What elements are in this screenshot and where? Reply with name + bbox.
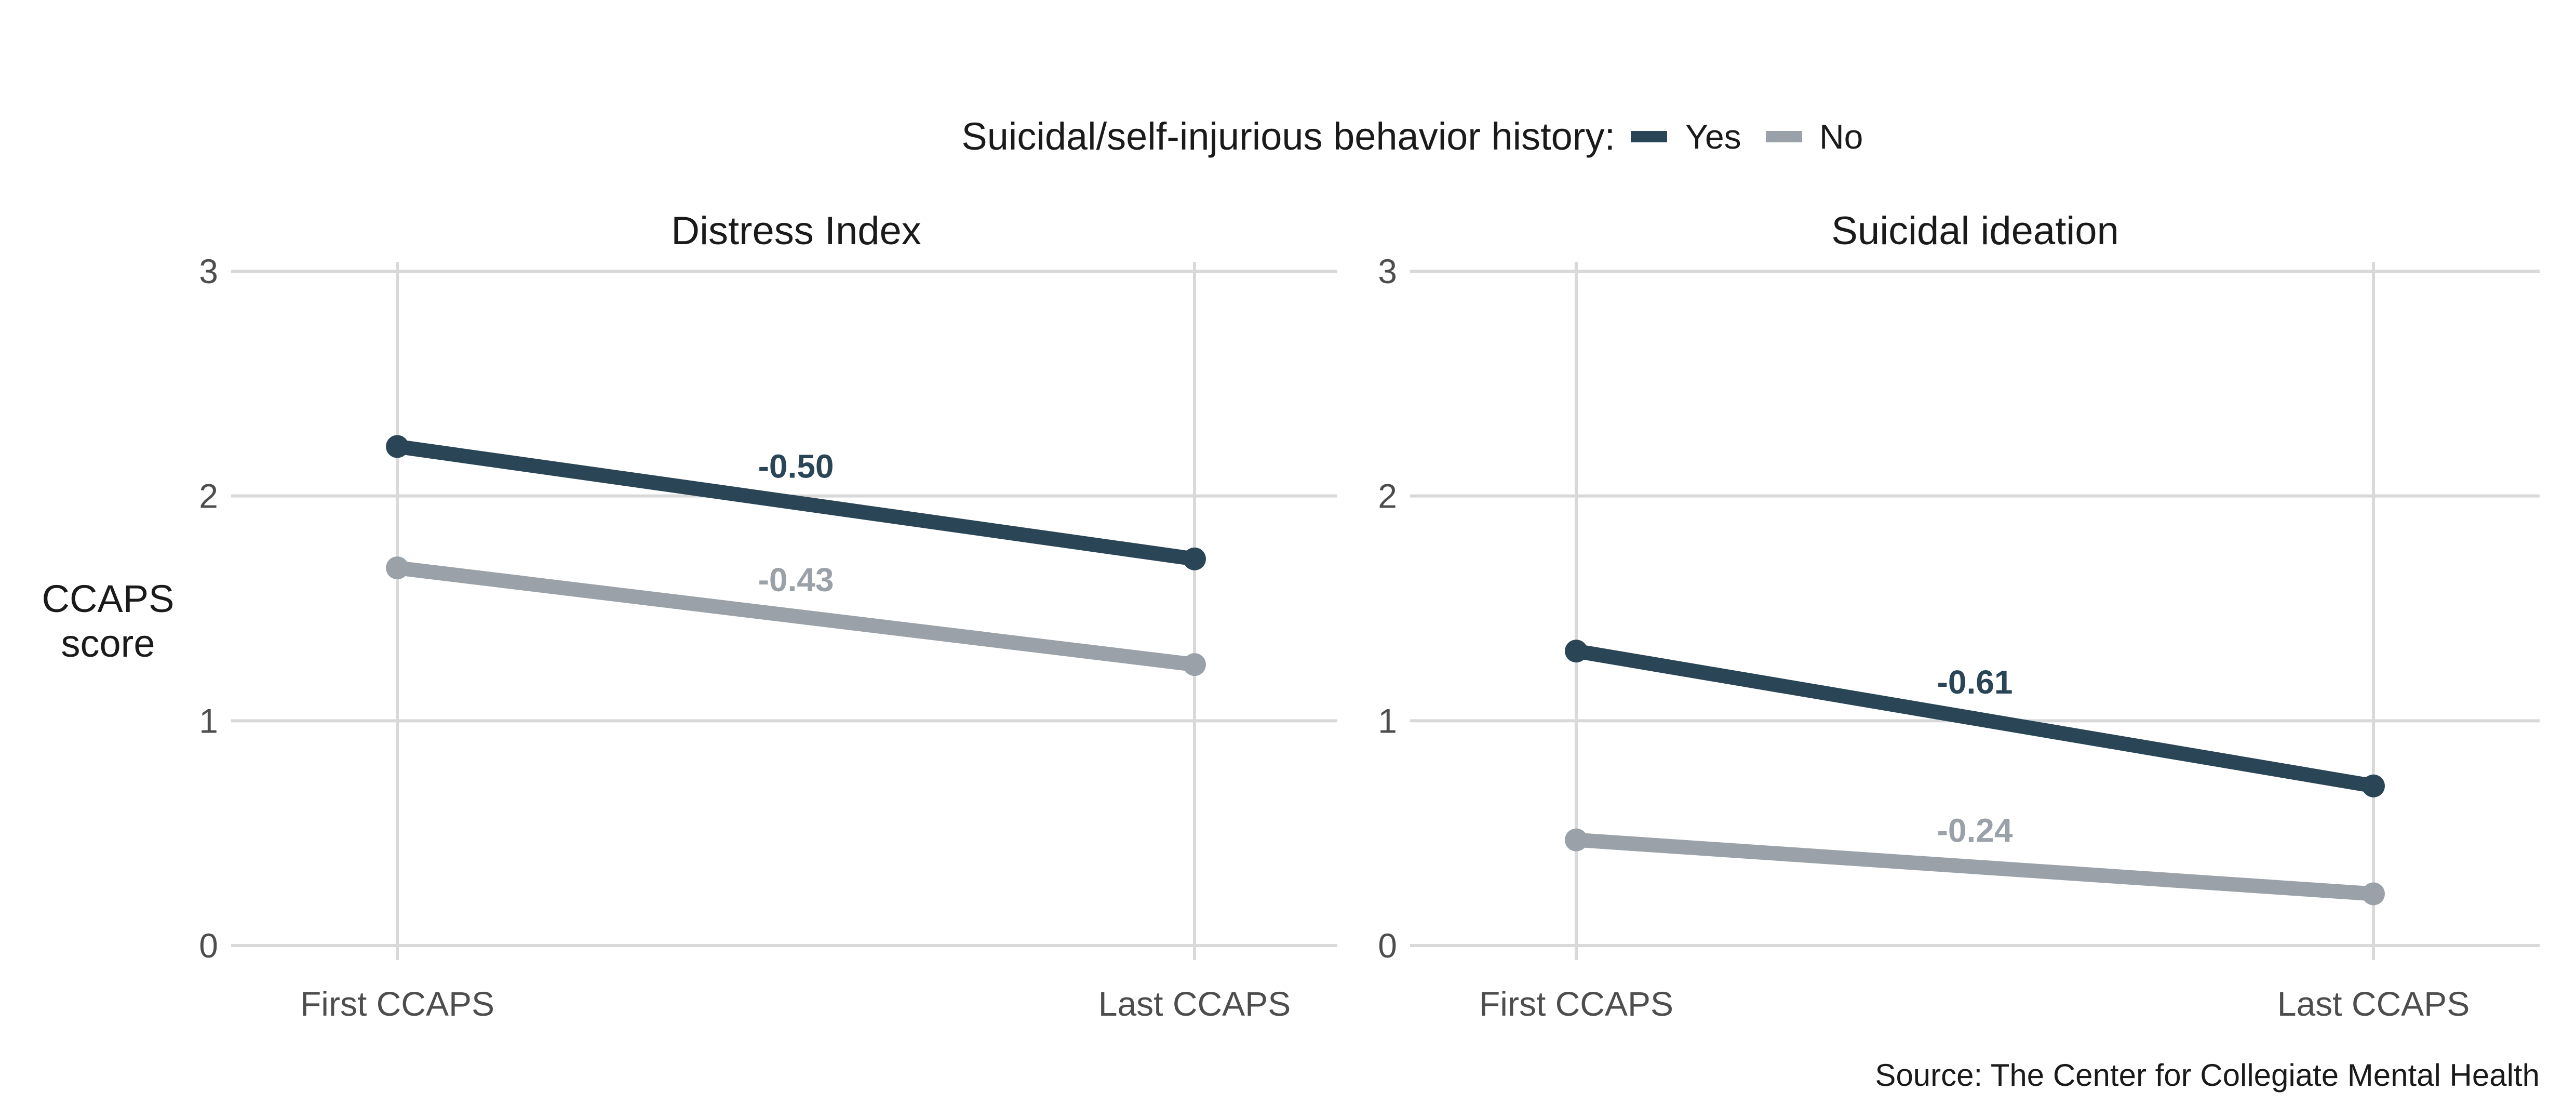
legend-title: Suicidal/self-injurious behavior history…	[961, 115, 1615, 158]
panel-suicidal-ideation: 0 1 2 3 First CCAPS Last CCAPS Suicidal ideati…	[1378, 209, 2540, 1023]
y-axis-label-line2: score	[61, 622, 155, 665]
x-tick-label: First CCAPS	[300, 985, 494, 1023]
point-yes-first	[1565, 640, 1588, 663]
legend-swatch-no	[1766, 131, 1802, 142]
y-axis-label-line1: CCAPS	[42, 577, 175, 620]
change-label-no: -0.24	[1937, 812, 2013, 849]
point-no-first	[386, 556, 409, 580]
legend-swatch-yes	[1631, 131, 1667, 142]
point-no-last	[2362, 882, 2385, 906]
x-tick-label: First CCAPS	[1479, 985, 1673, 1023]
y-tick-label: 0	[199, 926, 218, 965]
y-tick-label: 3	[1378, 252, 1397, 290]
y-tick-label: 0	[1378, 926, 1397, 965]
series-line-yes	[390, 439, 1202, 566]
point-yes-last	[2362, 774, 2385, 797]
y-tick-label: 2	[199, 477, 218, 515]
facet-title: Distress Index	[671, 209, 921, 253]
series-line-no	[390, 561, 1202, 672]
facet-title: Suicidal ideation	[1831, 209, 2119, 253]
legend-label-no: No	[1819, 117, 1863, 156]
y-tick-label: 1	[1378, 701, 1397, 740]
panel-distress-index: 0 1 2 3 First CCAPS Last CCAPS Distress Index -…	[199, 209, 1337, 1023]
series-line-yes	[1569, 644, 2381, 793]
change-label-yes: -0.61	[1937, 663, 2013, 701]
change-label-no: -0.43	[758, 561, 834, 598]
point-yes-first	[386, 435, 409, 458]
point-yes-last	[1183, 547, 1206, 570]
legend-label-yes: Yes	[1685, 117, 1741, 156]
x-tick-label: Last CCAPS	[2277, 985, 2470, 1023]
y-tick-label: 1	[199, 701, 218, 740]
y-tick-label: 3	[199, 252, 218, 290]
source-note: Source: The Center for Collegiate Mental…	[1875, 1058, 2540, 1093]
change-label-yes: -0.50	[758, 448, 834, 485]
x-tick-label: Last CCAPS	[1098, 985, 1291, 1023]
legend: Suicidal/self-injurious behavior history…	[961, 115, 1863, 158]
point-no-last	[1183, 653, 1206, 676]
series-line-no	[1569, 832, 2381, 901]
y-tick-label: 2	[1378, 477, 1397, 515]
point-no-first	[1565, 828, 1588, 852]
